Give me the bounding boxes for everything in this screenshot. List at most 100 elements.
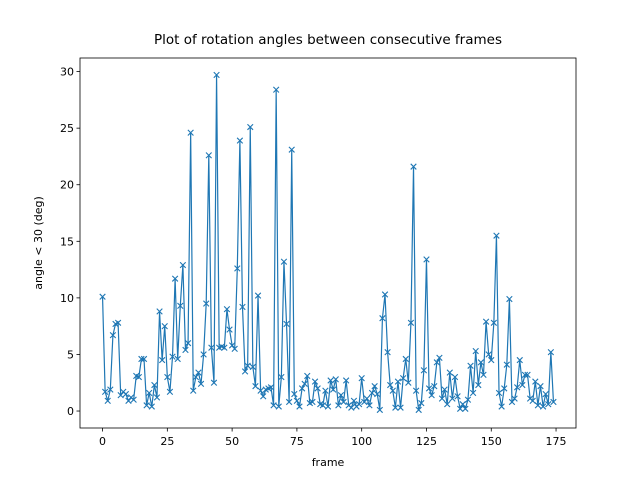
point-marker [241, 368, 249, 375]
point-marker [508, 398, 516, 406]
point-marker [192, 373, 200, 381]
point-marker [415, 406, 422, 414]
point-marker [184, 339, 192, 347]
point-marker [433, 359, 441, 366]
point-marker [516, 356, 523, 364]
point-marker [550, 398, 557, 406]
point-marker [436, 354, 443, 362]
point-marker [394, 378, 402, 385]
x-tick-label: 125 [416, 435, 437, 448]
point-marker [402, 355, 409, 363]
point-marker [125, 397, 132, 405]
point-marker [410, 163, 417, 170]
point-marker [296, 403, 303, 410]
point-marker [454, 393, 461, 400]
point-marker [223, 306, 231, 313]
point-marker [519, 381, 526, 389]
point-marker [342, 377, 350, 384]
point-marker [304, 372, 311, 380]
point-marker [288, 146, 295, 153]
point-marker [397, 404, 404, 411]
point-marker [122, 390, 130, 398]
point-marker [366, 402, 373, 409]
point-marker [174, 355, 181, 363]
point-marker [228, 342, 236, 349]
point-marker [446, 369, 453, 376]
point-marker [337, 391, 345, 399]
point-marker [195, 369, 202, 376]
point-marker [459, 401, 466, 408]
point-marker [467, 362, 474, 369]
point-marker [412, 387, 420, 394]
point-marker [221, 344, 228, 351]
point-marker [423, 256, 430, 263]
point-marker [379, 315, 386, 322]
point-marker [327, 377, 334, 384]
point-marker [420, 367, 428, 374]
x-tick-label: 175 [546, 435, 567, 448]
point-marker [480, 371, 487, 379]
point-marker [329, 386, 337, 393]
point-marker [169, 353, 176, 360]
point-marker [348, 404, 355, 411]
chart-title: Plot of rotation angles between consecut… [154, 32, 502, 48]
point-marker [529, 397, 536, 405]
point-marker [405, 379, 412, 386]
point-marker [399, 375, 407, 382]
point-marker [384, 349, 391, 356]
y-tick-label: 30 [60, 66, 74, 79]
point-marker [146, 389, 153, 397]
point-marker [392, 404, 399, 411]
point-marker [389, 387, 396, 394]
point-marker [249, 363, 257, 371]
plot-frame [79, 57, 577, 429]
point-marker [511, 395, 518, 402]
point-marker [177, 302, 184, 309]
point-marker [381, 291, 389, 298]
point-marker [340, 398, 347, 406]
point-marker [322, 387, 329, 394]
point-marker [444, 401, 451, 408]
point-marker [260, 393, 267, 400]
point-marker [537, 382, 544, 390]
point-marker [464, 396, 472, 403]
point-marker [545, 401, 552, 408]
point-marker [278, 373, 285, 381]
point-marker [200, 351, 207, 358]
point-marker [226, 326, 233, 333]
point-marker [456, 405, 464, 412]
point-marker [493, 232, 500, 239]
y-tick-label: 10 [60, 292, 74, 305]
point-marker [293, 397, 301, 405]
point-marker [291, 390, 298, 398]
point-marker [135, 373, 143, 381]
point-marker [158, 356, 166, 364]
point-marker [114, 319, 122, 326]
point-marker [239, 303, 246, 311]
point-marker [179, 261, 187, 269]
point-marker [109, 332, 117, 339]
point-marker [376, 406, 384, 414]
point-marker [462, 405, 469, 412]
point-marker [495, 389, 503, 397]
point-marker [532, 378, 539, 385]
point-marker [247, 123, 254, 131]
point-marker [164, 373, 171, 381]
point-marker [205, 152, 212, 159]
point-marker [451, 373, 459, 381]
point-marker [350, 397, 358, 405]
point-marker [285, 398, 293, 406]
point-marker [275, 403, 282, 410]
point-marker [311, 378, 319, 385]
point-marker [153, 394, 161, 401]
point-marker [117, 391, 124, 399]
point-marker [534, 402, 542, 409]
point-marker [151, 381, 158, 389]
x-tick-label: 50 [225, 435, 239, 448]
point-marker [231, 345, 238, 352]
point-marker [156, 308, 163, 315]
point-marker [506, 295, 513, 303]
point-marker [309, 398, 316, 406]
point-marker [431, 382, 438, 390]
